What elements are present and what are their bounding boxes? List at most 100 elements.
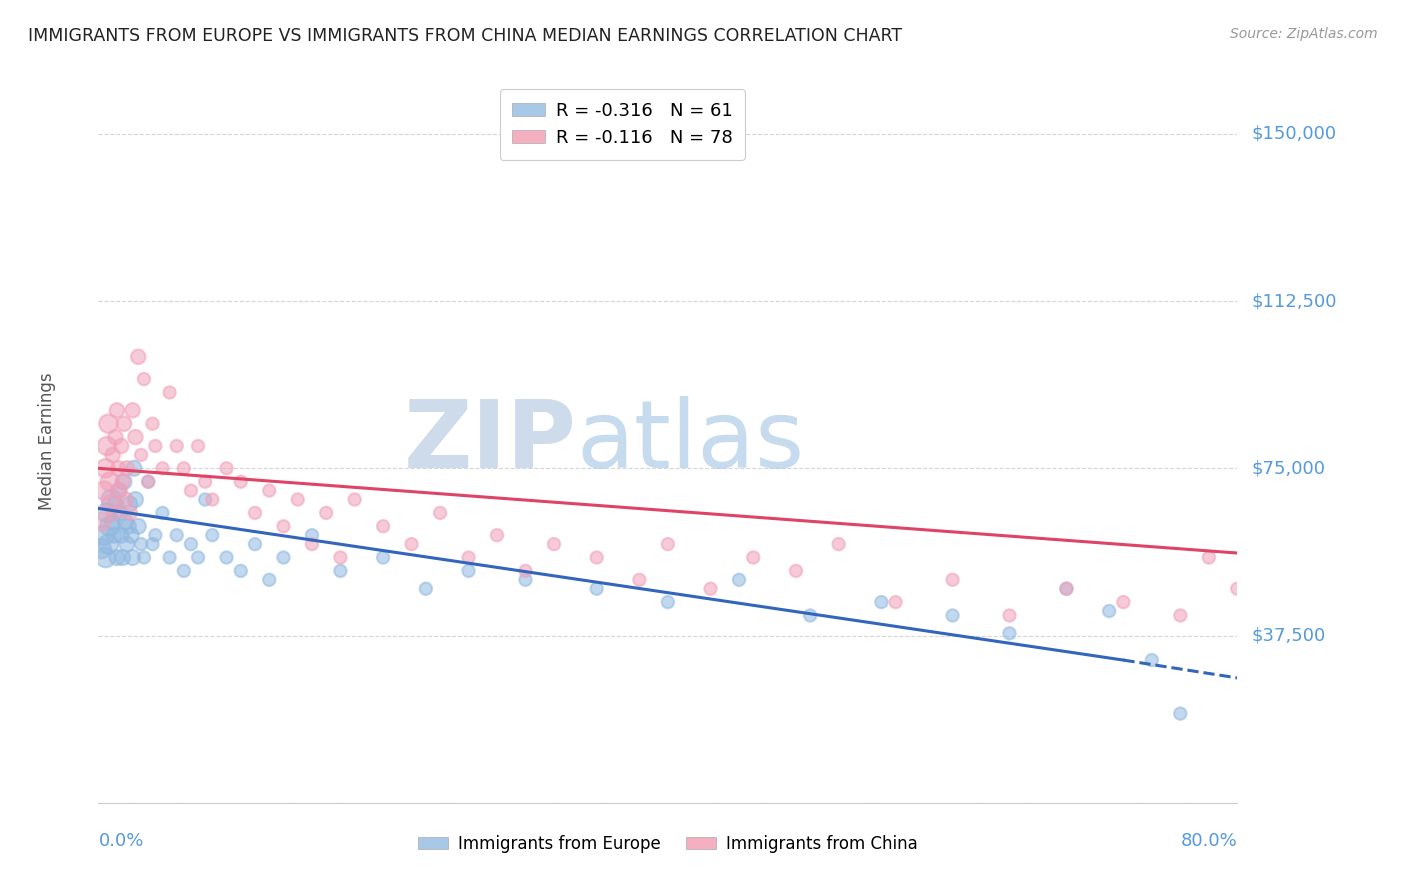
Point (415, 582, 437, 596)
Point (141, 537, 163, 551)
Point (1098, 604, 1121, 618)
Point (166, 439, 188, 453)
Point (1170, 706, 1192, 721)
Point (180, 483, 202, 498)
Text: IMMIGRANTS FROM EUROPE VS IMMIGRANTS FROM CHINA MEDIAN EARNINGS CORRELATION CHAR: IMMIGRANTS FROM EUROPE VS IMMIGRANTS FRO… (28, 27, 903, 45)
Point (287, 492, 309, 507)
Point (585, 582, 607, 596)
Point (132, 372, 155, 386)
Point (486, 528, 509, 542)
Point (136, 475, 159, 489)
Point (120, 528, 142, 542)
Point (884, 595, 907, 609)
Point (103, 528, 125, 542)
Point (194, 475, 217, 489)
Point (942, 573, 965, 587)
Point (145, 528, 167, 542)
Point (942, 608, 965, 623)
Point (1112, 595, 1135, 609)
Point (96, 439, 118, 453)
Point (259, 573, 281, 587)
Text: 0.0%: 0.0% (98, 831, 143, 850)
Point (111, 550, 134, 565)
Point (457, 550, 479, 565)
Point (728, 573, 751, 587)
Point (110, 439, 132, 453)
Point (127, 519, 149, 533)
Point (166, 528, 188, 542)
Point (998, 626, 1021, 640)
Point (97, 417, 120, 431)
Point (115, 461, 138, 475)
Legend: Immigrants from Europe, Immigrants from China: Immigrants from Europe, Immigrants from … (412, 828, 924, 860)
Point (329, 550, 352, 565)
Point (98, 475, 121, 489)
Point (1140, 653, 1163, 667)
Point (94, 461, 117, 475)
Point (121, 550, 143, 565)
Point (657, 595, 679, 609)
Point (429, 506, 451, 520)
Point (141, 417, 163, 431)
Point (1254, 595, 1277, 609)
Point (273, 550, 295, 565)
Point (115, 537, 138, 551)
Point (1312, 617, 1334, 632)
Point (243, 506, 266, 520)
Point (585, 550, 607, 565)
Point (301, 528, 323, 542)
Point (273, 519, 295, 533)
Point (129, 537, 152, 551)
Point (1056, 582, 1078, 596)
Point (215, 550, 238, 565)
Point (121, 403, 143, 417)
Point (103, 506, 125, 520)
Point (201, 492, 224, 507)
Text: atlas: atlas (576, 395, 806, 488)
Text: Source: ZipAtlas.com: Source: ZipAtlas.com (1230, 27, 1378, 41)
Point (373, 519, 395, 533)
Point (1354, 595, 1376, 609)
Point (401, 537, 423, 551)
Text: $37,500: $37,500 (1251, 626, 1326, 645)
Point (457, 564, 479, 578)
Point (127, 350, 149, 364)
Point (201, 528, 224, 542)
Point (94, 550, 117, 565)
Point (104, 430, 127, 444)
Point (108, 506, 131, 520)
Point (124, 492, 146, 507)
Point (97, 537, 120, 551)
Point (124, 430, 146, 444)
Text: $75,000: $75,000 (1251, 459, 1326, 477)
Text: Median Earnings: Median Earnings (38, 373, 56, 510)
Point (107, 461, 129, 475)
Point (101, 515, 124, 529)
Point (343, 492, 366, 507)
Point (315, 506, 337, 520)
Point (243, 537, 266, 551)
Point (132, 550, 155, 565)
Point (799, 608, 821, 623)
Point (301, 537, 323, 551)
Point (194, 492, 217, 507)
Point (229, 564, 252, 578)
Point (145, 439, 167, 453)
Point (90, 541, 112, 556)
Point (159, 550, 181, 565)
Point (107, 483, 129, 498)
Point (96, 506, 118, 520)
Point (114, 515, 136, 529)
Point (785, 564, 807, 578)
Point (152, 506, 174, 520)
Point (515, 564, 537, 578)
Point (259, 483, 281, 498)
Point (998, 608, 1021, 623)
Point (159, 385, 181, 400)
Point (1226, 582, 1249, 596)
Point (215, 461, 238, 475)
Text: $150,000: $150,000 (1251, 125, 1336, 143)
Point (1170, 608, 1192, 623)
Point (105, 550, 128, 565)
Point (628, 573, 651, 587)
